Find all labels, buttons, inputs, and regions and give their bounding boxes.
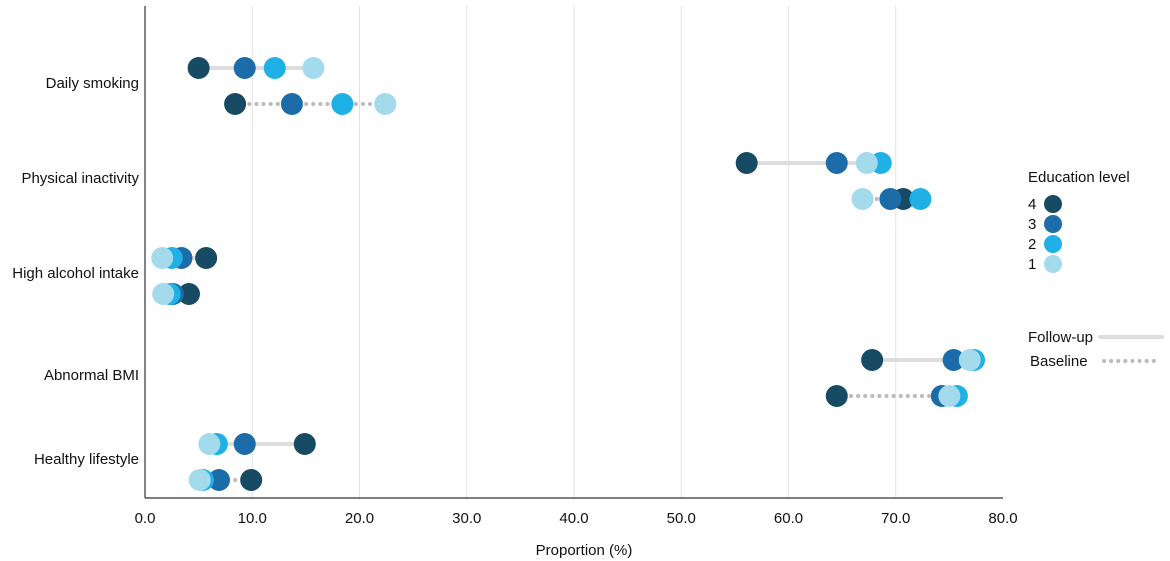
axes: 0.0 10.0 20.0 30.0 40.0 50.0 60.0 70.0 80.0 Propo…: [12, 6, 1018, 559]
followup-point-level-4: [195, 247, 218, 269]
category-label: Healthy lifestyle: [34, 451, 139, 468]
baseline-point-level-1: [374, 93, 397, 115]
baseline-point-level-3: [208, 469, 231, 491]
followup-point-level-1: [855, 152, 878, 174]
followup-point-level-1: [198, 433, 221, 455]
baseline-point-level-3: [879, 188, 902, 210]
x-tick-label: 80.0: [988, 510, 1017, 527]
baseline-point-level-4: [177, 283, 200, 305]
data-marks: [151, 57, 986, 491]
followup-point-level-3: [233, 433, 256, 455]
followup-point-level-4: [187, 57, 210, 79]
legend-label-1: 1: [1028, 256, 1036, 273]
x-tick-label: 0.0: [135, 510, 156, 527]
legend-label-2: 2: [1028, 236, 1036, 253]
baseline-point-level-1: [851, 188, 874, 210]
followup-point-level-4: [293, 433, 316, 455]
baseline-point-level-2: [331, 93, 354, 115]
baseline-point-level-1: [938, 385, 961, 407]
baseline-point-level-1: [188, 469, 211, 491]
x-tick-label: 40.0: [559, 510, 588, 527]
x-tick-label: 20.0: [345, 510, 374, 527]
followup-point-level-2: [263, 57, 286, 79]
baseline-point-level-2: [909, 188, 932, 210]
legend-swatch-2: [1044, 235, 1062, 253]
legend: Education level 4 3 2 1 Follow-up Baseline: [1028, 169, 1164, 370]
baseline-point-level-4: [825, 385, 848, 407]
legend-baseline-label: Baseline: [1030, 353, 1088, 370]
x-tick-label: 50.0: [667, 510, 696, 527]
x-tick-label: 30.0: [452, 510, 481, 527]
followup-point-level-4: [735, 152, 758, 174]
legend-swatch-1: [1044, 255, 1062, 273]
x-axis-label: Proportion (%): [536, 542, 633, 559]
followup-point-level-3: [942, 349, 965, 371]
legend-label-3: 3: [1028, 216, 1036, 233]
baseline-point-level-3: [280, 93, 303, 115]
legend-title: Education level: [1028, 169, 1130, 186]
baseline-point-level-1: [152, 283, 175, 305]
baseline-point-level-4: [224, 93, 247, 115]
x-tick-label: 10.0: [238, 510, 267, 527]
category-label: Abnormal BMI: [44, 367, 139, 384]
legend-swatch-4: [1044, 195, 1062, 213]
legend-followup-label: Follow-up: [1028, 329, 1093, 346]
legend-swatch-3: [1044, 215, 1062, 233]
followup-point-level-1: [302, 57, 325, 79]
category-label: Daily smoking: [46, 75, 139, 92]
followup-point-level-1: [958, 349, 981, 371]
grid-lines: [251, 6, 897, 498]
x-tick-label: 60.0: [774, 510, 803, 527]
followup-point-level-3: [233, 57, 256, 79]
followup-point-level-3: [825, 152, 848, 174]
baseline-point-level-4: [240, 469, 263, 491]
category-label: Physical inactivity: [21, 170, 139, 187]
legend-label-4: 4: [1028, 196, 1036, 213]
followup-point-level-4: [861, 349, 884, 371]
category-label: High alcohol intake: [12, 265, 139, 282]
followup-point-level-1: [151, 247, 174, 269]
x-tick-label: 70.0: [881, 510, 910, 527]
